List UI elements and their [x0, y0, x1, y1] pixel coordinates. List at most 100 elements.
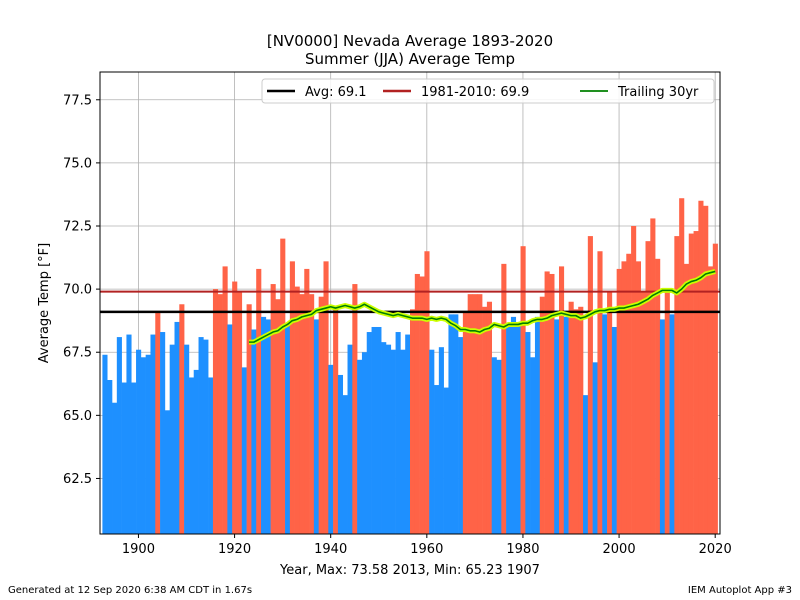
bar-1984 — [539, 296, 545, 534]
y-tick-label: 77.5 — [63, 93, 92, 108]
reference-lines — [100, 290, 720, 314]
x-tick-label: 2000 — [603, 542, 636, 557]
bar-1975 — [496, 359, 502, 534]
bar-2009 — [659, 319, 666, 534]
bar-1998 — [607, 291, 613, 534]
bar-1934 — [299, 294, 305, 534]
bar-1946 — [357, 359, 363, 534]
bar-1999 — [611, 326, 617, 534]
bar-1941 — [333, 309, 339, 534]
plot-frame — [99, 71, 721, 535]
bar-1971 — [477, 294, 483, 534]
y-axis-label: Average Temp [°F] — [37, 243, 52, 363]
bar-1912 — [193, 369, 199, 534]
bar-1995 — [592, 362, 598, 534]
bar-1968 — [462, 311, 468, 534]
bars — [102, 198, 718, 535]
bar-2008 — [655, 258, 661, 534]
bar-1939 — [323, 261, 329, 534]
bar-1922 — [241, 367, 247, 534]
bar-1991 — [573, 309, 579, 534]
bar-2012 — [674, 236, 680, 534]
bar-1996 — [597, 251, 603, 534]
bar-1981 — [525, 332, 531, 534]
bar-1909 — [179, 304, 185, 534]
bar-1942 — [337, 374, 344, 534]
x-tick-label: 1980 — [506, 542, 539, 557]
bar-1910 — [184, 344, 190, 534]
bar-1970 — [472, 294, 478, 534]
bar-1898 — [126, 334, 132, 534]
bar-1966 — [453, 314, 459, 534]
bar-1965 — [448, 314, 454, 534]
bar-1959 — [419, 276, 425, 534]
bar-2017 — [698, 200, 704, 535]
bar-1902 — [145, 354, 151, 534]
bar-1978 — [510, 316, 517, 534]
bar-1953 — [390, 349, 396, 534]
x-axis-label: Year, Max: 73.58 2013, Min: 65.23 1907 — [279, 563, 540, 578]
bar-1918 — [222, 266, 228, 534]
bar-1958 — [414, 273, 420, 534]
legend-label-0: Avg: 69.1 — [305, 85, 367, 100]
trailing-line — [248, 270, 716, 343]
bar-1921 — [236, 291, 243, 534]
bar-1947 — [361, 352, 368, 534]
y-tick-label: 67.5 — [63, 346, 92, 361]
y-tick-label: 72.5 — [63, 220, 92, 235]
bar-2014 — [683, 263, 690, 534]
bar-1982 — [530, 357, 536, 534]
bar-1930 — [280, 238, 286, 534]
bar-1972 — [482, 306, 488, 534]
bar-2005 — [640, 291, 646, 534]
bar-1974 — [491, 357, 497, 534]
bar-1900 — [136, 349, 142, 534]
bar-1927 — [265, 319, 271, 534]
bar-1967 — [458, 337, 464, 534]
bar-1919 — [227, 324, 233, 534]
bar-2018 — [703, 205, 709, 534]
bar-1997 — [602, 314, 608, 534]
bar-1899 — [131, 382, 137, 534]
legend-box — [261, 78, 715, 104]
bar-1940 — [328, 364, 334, 534]
bar-1920 — [232, 281, 238, 534]
chart-subtitle: Summer (JJA) Average Temp — [305, 50, 515, 68]
bar-2003 — [631, 226, 637, 534]
bar-2001 — [621, 261, 627, 534]
bar-1895 — [112, 402, 118, 534]
bar-1993 — [583, 395, 589, 534]
bar-2002 — [626, 253, 632, 534]
bar-1914 — [203, 339, 209, 534]
bar-1928 — [270, 284, 276, 534]
x-axis-ticks: 1900 1920 1940 1960 1980 2000 2020 — [122, 534, 732, 557]
bar-1979 — [515, 324, 521, 534]
bar-1992 — [578, 306, 584, 534]
bar-1926 — [261, 316, 267, 534]
bar-2013 — [679, 198, 685, 535]
bar-1983 — [534, 316, 541, 534]
bar-1894 — [107, 380, 113, 534]
bar-1986 — [549, 273, 555, 534]
bar-1988 — [558, 266, 565, 534]
bar-1896 — [116, 337, 122, 534]
bar-1948 — [366, 332, 372, 534]
x-tick-label: 1900 — [122, 542, 155, 557]
bar-1923 — [246, 304, 252, 534]
bar-1987 — [554, 319, 560, 534]
bar-1964 — [443, 387, 449, 534]
y-tick-label: 65.0 — [63, 409, 92, 424]
y-axis-ticks: 62.5 65.0 67.5 70.0 72.5 75.0 77.5 — [63, 93, 100, 487]
bar-1938 — [318, 296, 324, 534]
y-tick-label: 75.0 — [63, 156, 92, 171]
bar-1989 — [563, 316, 569, 534]
bar-1944 — [347, 344, 353, 534]
bar-1960 — [424, 251, 430, 534]
bar-1955 — [400, 349, 406, 534]
bar-1957 — [410, 309, 416, 534]
bar-1917 — [217, 294, 223, 534]
footer-app: IEM Autoplot App #3 — [687, 585, 792, 596]
bar-1936 — [309, 294, 315, 534]
bar-1937 — [313, 319, 319, 534]
